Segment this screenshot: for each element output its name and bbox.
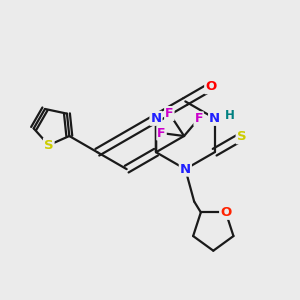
Text: S: S <box>237 130 246 143</box>
Text: N: N <box>209 112 220 125</box>
Text: F: F <box>194 112 203 125</box>
Text: O: O <box>205 80 217 93</box>
Text: O: O <box>220 206 231 219</box>
Text: H: H <box>224 109 234 122</box>
Text: N: N <box>150 112 162 125</box>
Text: F: F <box>165 107 174 120</box>
Text: S: S <box>44 139 54 152</box>
Text: F: F <box>157 127 166 140</box>
Text: N: N <box>180 163 191 176</box>
